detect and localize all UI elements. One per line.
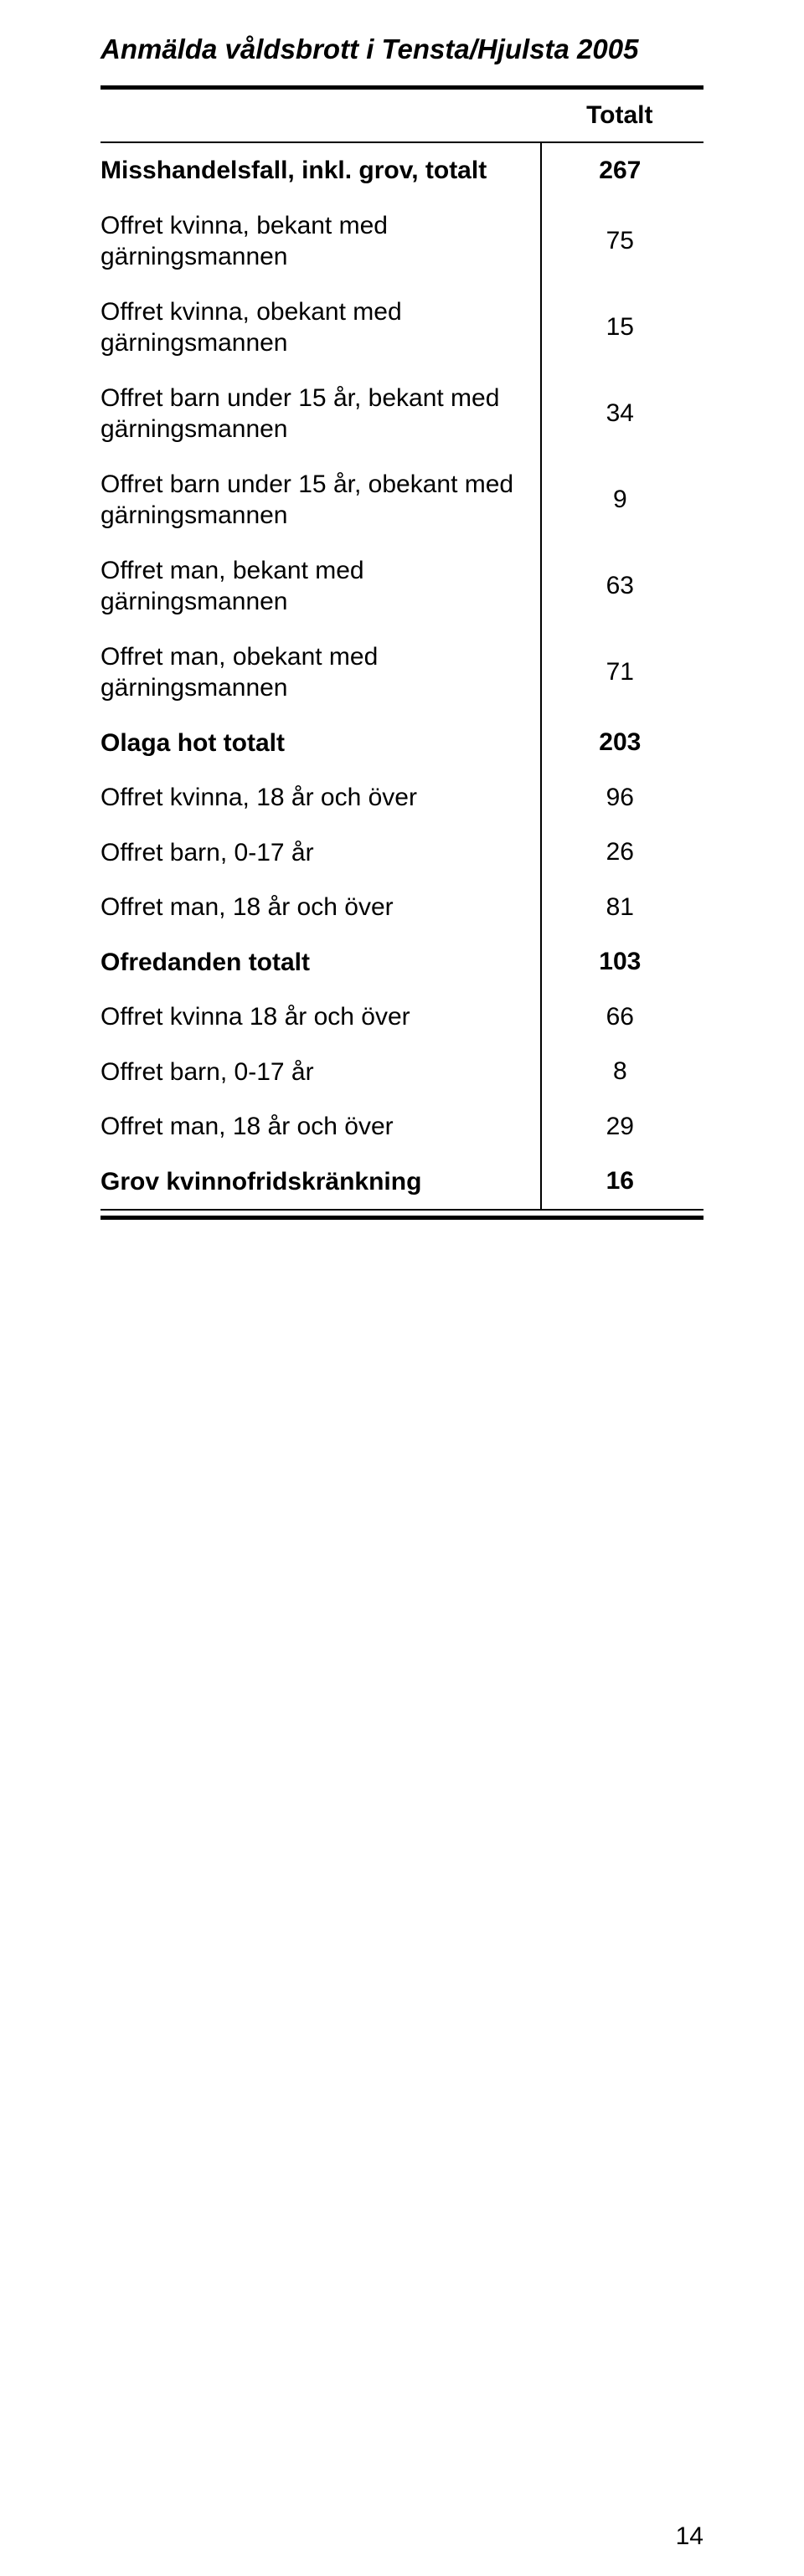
- row-value: 63: [541, 543, 704, 630]
- table-row: Grov kvinnofridskränkning16: [100, 1154, 704, 1210]
- row-value: 81: [541, 880, 704, 935]
- header-total: Totalt: [541, 90, 704, 141]
- row-value: 203: [541, 716, 704, 771]
- row-value: 66: [541, 990, 704, 1045]
- row-value: 71: [541, 630, 704, 716]
- header-empty: [100, 90, 541, 141]
- row-value: 9: [541, 457, 704, 543]
- row-value: 8: [541, 1045, 704, 1100]
- row-label: Offret man, bekant med gärningsmannen: [100, 543, 541, 630]
- row-value: 29: [541, 1099, 704, 1154]
- table-row: Ofredanden totalt103: [100, 935, 704, 990]
- page: Anmälda våldsbrott i Tensta/Hjulsta 2005…: [0, 0, 804, 2576]
- row-value: 267: [541, 143, 704, 198]
- table-row: Offret man, 18 år och över81: [100, 880, 704, 935]
- row-label: Offret barn, 0-17 år: [100, 825, 541, 881]
- page-number: 14: [676, 2522, 704, 2551]
- data-table: Misshandelsfall, inkl. grov, totalt267Of…: [100, 143, 704, 1209]
- header-table: Totalt: [100, 90, 704, 141]
- row-value: 103: [541, 935, 704, 990]
- row-label: Offret man, 18 år och över: [100, 1099, 541, 1154]
- table-row: Offret kvinna, 18 år och över96: [100, 770, 704, 825]
- table-row: Offret man, 18 år och över29: [100, 1099, 704, 1154]
- row-value: 34: [541, 371, 704, 457]
- table-row: Offret kvinna 18 år och över66: [100, 990, 704, 1045]
- table-row: Offret barn under 15 år, obekant med gär…: [100, 457, 704, 543]
- table-row: Olaga hot totalt203: [100, 716, 704, 771]
- table-row: Offret barn under 15 år, bekant med gärn…: [100, 371, 704, 457]
- row-label: Offret kvinna 18 år och över: [100, 990, 541, 1045]
- row-label: Offret kvinna, obekant med gärningsmanne…: [100, 285, 541, 371]
- bottom-rule-thick: [100, 1216, 704, 1220]
- row-label: Offret man, obekant med gärningsmannen: [100, 630, 541, 716]
- row-label: Grov kvinnofridskränkning: [100, 1154, 541, 1210]
- row-value: 16: [541, 1154, 704, 1210]
- row-value: 96: [541, 770, 704, 825]
- row-value: 75: [541, 198, 704, 285]
- row-label: Olaga hot totalt: [100, 716, 541, 771]
- row-label: Offret kvinna, 18 år och över: [100, 770, 541, 825]
- table-row: Offret kvinna, obekant med gärningsmanne…: [100, 285, 704, 371]
- table-row: Offret barn, 0-17 år8: [100, 1045, 704, 1100]
- table-row: Offret kvinna, bekant med gärningsmannen…: [100, 198, 704, 285]
- row-label: Offret barn, 0-17 år: [100, 1045, 541, 1100]
- page-title: Anmälda våldsbrott i Tensta/Hjulsta 2005: [100, 33, 704, 65]
- header-row: Totalt: [100, 90, 704, 141]
- table-row: Offret man, obekant med gärningsmannen71: [100, 630, 704, 716]
- row-label: Ofredanden totalt: [100, 935, 541, 990]
- row-label: Offret barn under 15 år, bekant med gärn…: [100, 371, 541, 457]
- row-value: 15: [541, 285, 704, 371]
- table-row: Misshandelsfall, inkl. grov, totalt267: [100, 143, 704, 198]
- row-label: Misshandelsfall, inkl. grov, totalt: [100, 143, 541, 198]
- table-row: Offret man, bekant med gärningsmannen63: [100, 543, 704, 630]
- row-label: Offret man, 18 år och över: [100, 880, 541, 935]
- row-label: Offret barn under 15 år, obekant med gär…: [100, 457, 541, 543]
- row-value: 26: [541, 825, 704, 881]
- row-label: Offret kvinna, bekant med gärningsmannen: [100, 198, 541, 285]
- table-row: Offret barn, 0-17 år26: [100, 825, 704, 881]
